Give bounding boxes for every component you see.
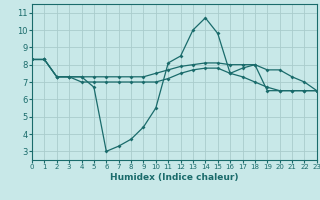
X-axis label: Humidex (Indice chaleur): Humidex (Indice chaleur) xyxy=(110,173,239,182)
